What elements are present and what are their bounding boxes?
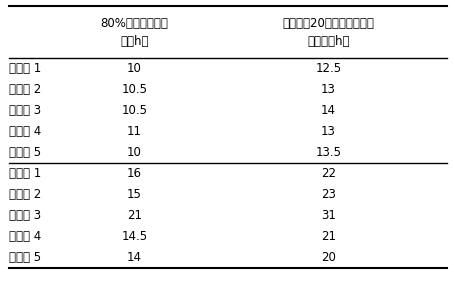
Text: 16: 16	[127, 167, 142, 180]
Text: 13: 13	[320, 125, 335, 138]
Text: 实施例 3: 实施例 3	[9, 104, 41, 117]
Text: 31: 31	[320, 209, 335, 222]
Text: 10.5: 10.5	[121, 83, 147, 96]
Text: 对比例 5: 对比例 5	[9, 251, 41, 264]
Text: 10.5: 10.5	[121, 104, 147, 117]
Text: 对比例 1: 对比例 1	[9, 167, 41, 180]
Text: 22: 22	[320, 167, 335, 180]
Text: 11: 11	[127, 125, 142, 138]
Text: 对比例 3: 对比例 3	[9, 209, 41, 222]
Text: 实施例 2: 实施例 2	[9, 83, 41, 96]
Text: 实施例 1: 实施例 1	[9, 62, 41, 75]
Text: 21: 21	[320, 230, 335, 243]
Text: 15: 15	[127, 188, 142, 201]
Text: 对比例 2: 对比例 2	[9, 188, 41, 201]
Text: 80%转化率所需时
间（h）: 80%转化率所需时 间（h）	[101, 17, 168, 47]
Text: 14: 14	[127, 251, 142, 264]
Text: 21: 21	[127, 209, 142, 222]
Text: 13: 13	[320, 83, 335, 96]
Text: 连续反应20批后单次反应所
需时间（h）: 连续反应20批后单次反应所 需时间（h）	[282, 17, 374, 47]
Text: 20: 20	[320, 251, 335, 264]
Text: 实施例 4: 实施例 4	[9, 125, 41, 138]
Text: 13.5: 13.5	[314, 146, 341, 159]
Text: 实施例 5: 实施例 5	[9, 146, 41, 159]
Text: 12.5: 12.5	[314, 62, 341, 75]
Text: 10: 10	[127, 62, 142, 75]
Text: 23: 23	[320, 188, 335, 201]
Text: 10: 10	[127, 146, 142, 159]
Text: 对比例 4: 对比例 4	[9, 230, 41, 243]
Text: 14: 14	[320, 104, 335, 117]
Text: 14.5: 14.5	[121, 230, 147, 243]
